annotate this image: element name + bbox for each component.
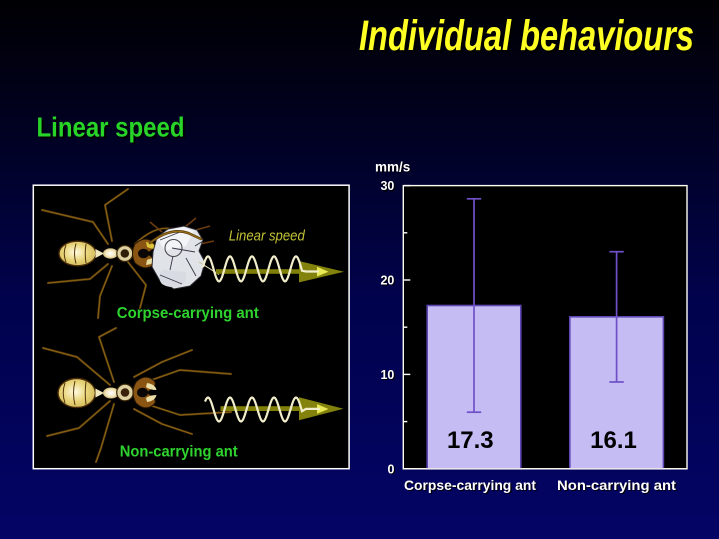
svg-text:0: 0 bbox=[387, 462, 394, 476]
svg-text:17.3: 17.3 bbox=[447, 427, 494, 454]
svg-text:Linear speed: Linear speed bbox=[37, 112, 185, 143]
svg-text:mm/s: mm/s bbox=[376, 161, 411, 176]
svg-text:Corpse-carrying ant: Corpse-carrying ant bbox=[117, 305, 260, 322]
svg-text:Individual behaviours: Individual behaviours bbox=[362, 15, 697, 63]
svg-text:Corpse-carrying ant: Corpse-carrying ant bbox=[405, 479, 538, 494]
svg-text:30: 30 bbox=[382, 180, 396, 194]
svg-text:30: 30 bbox=[380, 179, 394, 193]
svg-text:Linear speed: Linear speed bbox=[39, 114, 187, 145]
svg-text:16.1: 16.1 bbox=[590, 427, 637, 454]
svg-text:Individual behaviours: Individual behaviours bbox=[359, 12, 694, 60]
svg-text:0: 0 bbox=[389, 464, 396, 478]
svg-text:Corpse-carrying ant: Corpse-carrying ant bbox=[404, 478, 537, 493]
svg-text:Non-carrying ant: Non-carrying ant bbox=[120, 444, 239, 461]
svg-text:20: 20 bbox=[380, 274, 394, 288]
svg-text:10: 10 bbox=[382, 369, 396, 383]
svg-text:Linear speed: Linear speed bbox=[229, 228, 306, 244]
svg-text:Non-carrying ant: Non-carrying ant bbox=[558, 479, 678, 494]
svg-text:20: 20 bbox=[382, 275, 396, 289]
svg-text:Non-carrying ant: Non-carrying ant bbox=[557, 478, 677, 493]
svg-text:mm/s: mm/s bbox=[375, 159, 410, 174]
svg-text:10: 10 bbox=[380, 368, 394, 382]
